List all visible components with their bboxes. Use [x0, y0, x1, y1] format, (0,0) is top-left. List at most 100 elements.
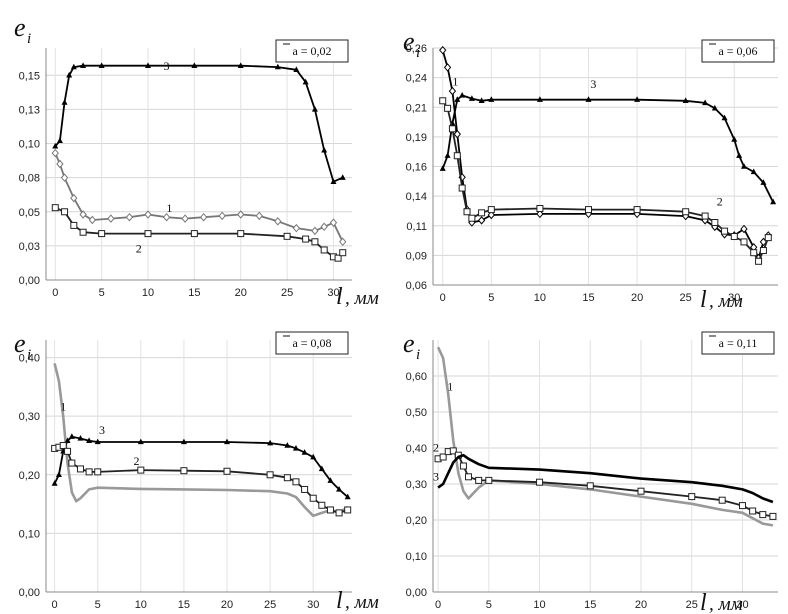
series-point-3	[98, 62, 105, 68]
y-tick-label: 0,40	[406, 443, 427, 455]
series-point-1	[443, 63, 452, 72]
series-point-3	[327, 477, 334, 483]
series-point-3	[318, 465, 325, 472]
series-point-3	[536, 96, 543, 102]
curve-label-2: 2	[134, 454, 140, 468]
series-point-2	[536, 478, 544, 486]
x-tick-label: 20	[235, 287, 247, 299]
series-point-2	[137, 466, 145, 474]
series-point-2	[633, 206, 641, 214]
series-point-1	[320, 222, 328, 232]
chart-panel-a006: 0,06 0,09 0,11 0,14 0,16 0,19 0,21 0,24 0,26 0 5 10…	[403, 27, 778, 313]
series-point-2	[475, 476, 483, 484]
y-tick-label: 0,24	[406, 73, 427, 85]
series-point-3	[80, 62, 87, 68]
series-point-2	[711, 219, 719, 227]
y-axis-label-subscript: i	[27, 347, 31, 363]
y-tick-label: 0,00	[19, 587, 40, 599]
series-point-2	[283, 232, 291, 240]
series-point-2	[344, 506, 352, 514]
series-point-2	[98, 230, 106, 238]
series-point-3	[274, 63, 281, 70]
x-tick-label: 15	[178, 599, 190, 611]
series-point-1	[255, 211, 263, 221]
series-point-3	[77, 435, 84, 441]
series-point-1	[477, 216, 486, 225]
y-tick-label: 0,13	[19, 104, 40, 116]
series-point-1	[181, 214, 189, 223]
series-point-1	[292, 223, 301, 233]
y-tick-label: 0,19	[406, 132, 427, 144]
y-axis-label-subscript: i	[27, 31, 31, 47]
series-point-2	[586, 482, 594, 490]
series-point-2	[730, 233, 738, 241]
x-tick-label: 0	[440, 292, 446, 304]
series-line-3	[437, 453, 774, 504]
series-point-2	[740, 238, 748, 246]
series-point-3	[770, 198, 777, 205]
x-tick-label: 25	[281, 287, 293, 299]
series-point-3	[61, 99, 68, 105]
series-point-3	[64, 437, 71, 443]
y-axis-label: e	[14, 13, 26, 42]
series-point-3	[137, 438, 144, 445]
series-point-2	[637, 487, 645, 495]
series-line-1	[53, 363, 349, 518]
series-point-3	[94, 438, 101, 445]
curve-label-1: 1	[447, 379, 453, 393]
y-axis-label: e	[403, 329, 415, 358]
series-point-3	[145, 62, 151, 68]
series-point-1	[339, 237, 347, 247]
series-point-2	[301, 485, 309, 493]
series-point-3	[321, 146, 328, 153]
y-tick-label: 0,26	[406, 43, 427, 55]
series-line-2	[441, 100, 770, 263]
series-point-3	[468, 95, 475, 101]
curve-label-1: 1	[452, 75, 458, 89]
x-tick-label: 0	[52, 287, 58, 299]
x-tick-label: 30	[736, 599, 748, 611]
series-point-3	[478, 97, 485, 103]
x-tick-label: 30	[327, 287, 339, 299]
curve-label-3: 3	[433, 469, 439, 483]
series-point-3	[439, 165, 446, 171]
series-point-2	[468, 214, 476, 222]
series-point-2	[266, 471, 274, 479]
y-axis-label: e	[14, 329, 26, 358]
series-point-3	[585, 96, 592, 102]
series-point-1	[237, 210, 245, 219]
series-point-3	[634, 96, 641, 102]
series-point-2	[309, 494, 317, 502]
series-point-3	[760, 179, 767, 185]
series-point-2	[334, 254, 342, 262]
y-tick-label: 0,08	[19, 173, 40, 185]
series-point-1	[56, 159, 64, 169]
curve-label-3: 3	[99, 423, 105, 437]
y-tick-label: 0,20	[19, 470, 40, 482]
x-axis-unit: , мм	[709, 291, 743, 312]
series-point-1	[329, 218, 338, 227]
y-tick-label: 0,60	[406, 371, 427, 383]
series-point-2	[311, 238, 319, 246]
y-tick-label: 0,03	[19, 241, 40, 253]
y-tick-label: 0,05	[19, 207, 40, 219]
chart-panel-a002: 0,00 0,03 0,05 0,08 0,10 0,13 0,15 0 5 10 15 20 25 30…	[14, 13, 379, 310]
series-point-1	[88, 215, 97, 225]
x-tick-label: 5	[95, 599, 101, 611]
y-tick-label: 0,00	[406, 587, 427, 599]
y-tick-label: 0,10	[19, 139, 40, 151]
y-tick-label: 0,10	[19, 528, 40, 540]
y-tick-label: 0,06	[406, 280, 427, 292]
series-point-2	[439, 97, 447, 105]
series-point-1	[487, 210, 495, 220]
series-point-1	[448, 86, 457, 96]
series-point-3	[721, 114, 728, 121]
series-line-3	[54, 64, 344, 183]
x-tick-label: 0	[52, 599, 58, 611]
series-point-2	[180, 467, 188, 475]
chart-panel-a008: 0,00 0,10 0,20 0,30 0,40 0 5 10 15 20 25 30 e i l, мм a…	[14, 329, 379, 614]
x-tick-label: 5	[488, 292, 494, 304]
x-tick-label: 10	[142, 287, 154, 299]
x-tick-label: 25	[264, 599, 276, 611]
y-tick-label: 0,30	[19, 411, 40, 423]
